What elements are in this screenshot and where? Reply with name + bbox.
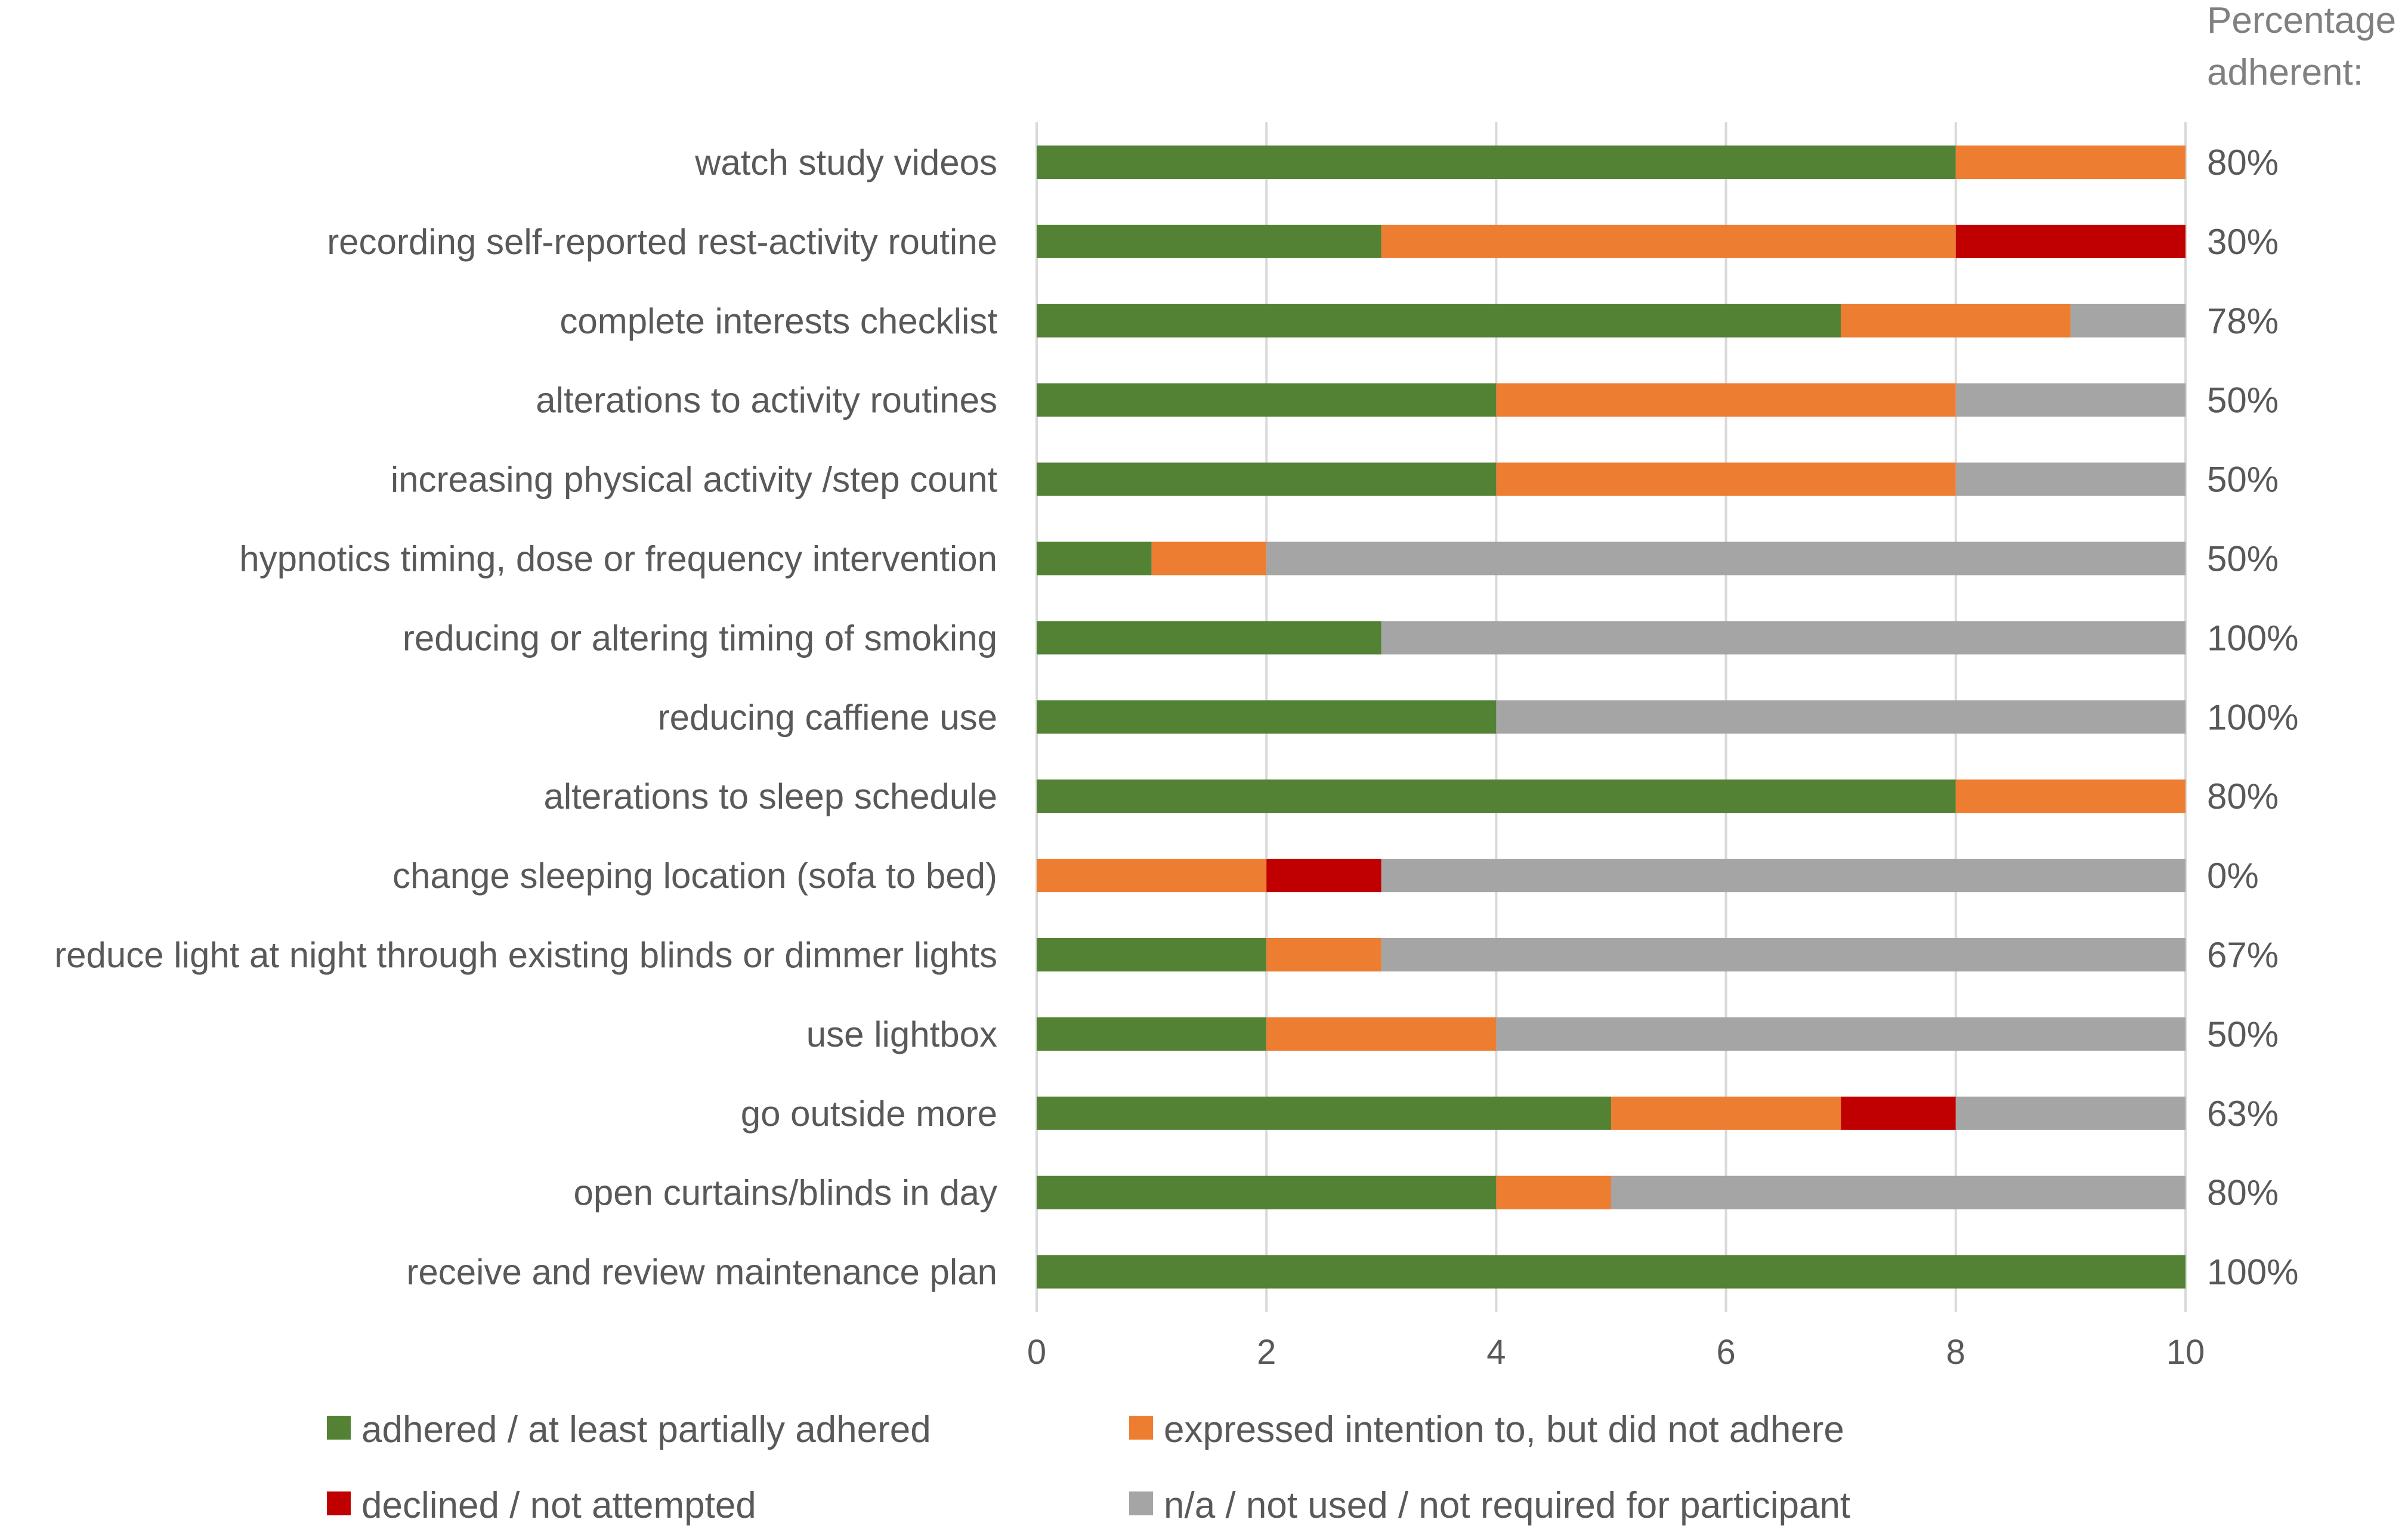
legend-swatch	[1129, 1416, 1153, 1440]
legend-swatch	[327, 1491, 351, 1515]
percentage-title-line2: adherent:	[2207, 52, 2363, 93]
bar-segment-row13-series3	[1841, 1096, 1956, 1130]
x-tick-label: 0	[1027, 1333, 1046, 1372]
bar-segment-row5-series4	[1955, 462, 2186, 496]
bar-segment-row10-series2	[1037, 859, 1267, 893]
bar-segment-row3-series2	[1841, 304, 2071, 338]
bar-segment-row5-series2	[1496, 462, 1956, 496]
category-label: hypnotics timing, dose or frequency inte…	[239, 539, 997, 579]
bar-segment-row2-series1	[1037, 224, 1381, 258]
percentage-label: 50%	[2207, 1014, 2279, 1054]
bar-segment-row10-series4	[1381, 859, 2186, 893]
x-tick-label: 2	[1257, 1333, 1276, 1372]
bar-segment-row6-series1	[1037, 541, 1152, 575]
percentage-label: 100%	[2207, 697, 2298, 737]
percentage-label: 50%	[2207, 460, 2279, 500]
category-label: recording self-reported rest-activity ro…	[327, 222, 997, 262]
bar-segment-row4-series1	[1037, 383, 1497, 417]
x-axis-ticks: 0 2 4 6 8 10	[1027, 1333, 2205, 1372]
category-label: reducing or altering timing of smoking	[403, 618, 997, 658]
legend-label: expressed intention to, but did not adhe…	[1164, 1409, 1844, 1450]
bar-segment-row4-series2	[1496, 383, 1956, 417]
category-label: alterations to activity routines	[536, 380, 997, 420]
bar-segment-row11-series2	[1266, 938, 1381, 971]
percentage-label: 30%	[2207, 222, 2279, 262]
percentage-labels: 80% 30% 78% 50% 50% 50% 100% 100% 80% 0% 67% 50% 63%…	[2207, 143, 2298, 1292]
percentage-label: 78%	[2207, 301, 2279, 341]
bar-segment-row12-series1	[1037, 1017, 1267, 1051]
bar-segment-row15-series1	[1037, 1255, 2186, 1289]
bar-segment-row1-series1	[1037, 146, 1956, 179]
bar-segment-row6-series4	[1266, 541, 2186, 575]
bar-segment-row14-series1	[1037, 1175, 1497, 1209]
x-tick-label: 6	[1716, 1333, 1735, 1372]
bar-segment-row7-series1	[1037, 621, 1381, 655]
category-label: reducing caffiene use	[658, 697, 997, 737]
bars	[1037, 146, 2186, 1289]
percentage-label: 80%	[2207, 776, 2279, 816]
legend-label: declined / not attempted	[361, 1485, 756, 1526]
legend-label: adhered / at least partially adhered	[361, 1409, 931, 1450]
bar-segment-row9-series1	[1037, 779, 1956, 813]
bar-segment-row3-series1	[1037, 304, 1841, 338]
bar-segment-row3-series4	[2070, 304, 2186, 338]
category-label: receive and review maintenance plan	[406, 1252, 997, 1292]
percentage-label: 50%	[2207, 539, 2279, 579]
legend-label: n/a / not used / not required for partic…	[1164, 1485, 1850, 1526]
bar-segment-row8-series1	[1037, 700, 1497, 734]
percentage-label: 67%	[2207, 935, 2279, 975]
bar-segment-row2-series2	[1381, 224, 1956, 258]
percentage-label: 0%	[2207, 856, 2259, 896]
category-label: reduce light at night through existing b…	[54, 935, 997, 975]
percentage-label: 80%	[2207, 143, 2279, 182]
bar-segment-row13-series1	[1037, 1096, 1611, 1130]
percentage-label: 50%	[2207, 380, 2279, 420]
category-labels: watch study videos recording self-reporte…	[54, 143, 997, 1292]
percentage-label: 80%	[2207, 1173, 2279, 1213]
bar-segment-row14-series4	[1611, 1175, 2186, 1209]
legend-swatch	[327, 1416, 351, 1440]
legend: adhered / at least partially adhered expr…	[327, 1409, 1850, 1526]
x-tick-label: 4	[1486, 1333, 1506, 1372]
bar-segment-row5-series1	[1037, 462, 1497, 496]
bar-segment-row7-series4	[1381, 621, 2186, 655]
category-label: use lightbox	[806, 1014, 997, 1054]
percentage-label: 100%	[2207, 1252, 2298, 1292]
x-tick-label: 10	[2166, 1333, 2205, 1372]
bar-segment-row12-series4	[1496, 1017, 2186, 1051]
bar-segment-row1-series2	[1955, 146, 2186, 179]
legend-swatch	[1129, 1491, 1153, 1515]
percentage-label: 63%	[2207, 1094, 2279, 1134]
bar-segment-row10-series3	[1266, 859, 1381, 893]
category-label: complete interests checklist	[560, 301, 997, 341]
category-label: open curtains/blinds in day	[574, 1173, 997, 1213]
category-label: watch study videos	[694, 143, 997, 182]
percentage-label: 100%	[2207, 618, 2298, 658]
bar-segment-row13-series4	[1955, 1096, 2186, 1130]
bar-segment-row2-series3	[1955, 224, 2186, 258]
bar-segment-row11-series4	[1381, 938, 2186, 971]
category-label: alterations to sleep schedule	[544, 776, 998, 816]
bar-segment-row11-series1	[1037, 938, 1267, 971]
bar-segment-row8-series4	[1496, 700, 2186, 734]
percentage-title-line1: Percentage	[2207, 0, 2396, 41]
category-label: increasing physical activity /step count	[391, 460, 997, 500]
category-label: change sleeping location (sofa to bed)	[392, 856, 997, 896]
bar-segment-row6-series2	[1151, 541, 1267, 575]
category-label: go outside more	[741, 1094, 997, 1134]
x-tick-label: 8	[1946, 1333, 1965, 1372]
bar-segment-row4-series4	[1955, 383, 2186, 417]
bar-segment-row13-series2	[1611, 1096, 1841, 1130]
bar-segment-row9-series2	[1955, 779, 2186, 813]
bar-segment-row14-series2	[1496, 1175, 1611, 1209]
bar-segment-row12-series2	[1266, 1017, 1497, 1051]
